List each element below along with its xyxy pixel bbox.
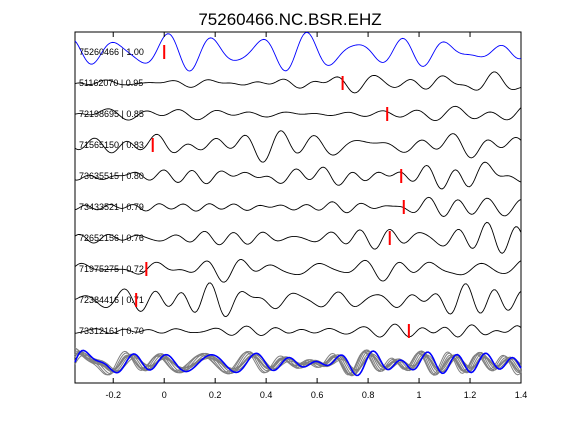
trace-group: 75260466 | 1.00 51162070 | 0.95 72198695 |… (74, 31, 522, 338)
x-tick-label: 0.8 (362, 390, 375, 400)
trace-line-7 (74, 259, 522, 283)
trace-label-9: 73312161 | 0.70 (79, 326, 144, 336)
trace-line-1 (74, 71, 522, 94)
trace-line-4 (74, 161, 522, 190)
stack-panel (74, 347, 522, 377)
trace-line-2 (74, 105, 522, 122)
trace-line-3 (74, 130, 522, 163)
trace-label-4: 73635515 | 0.80 (79, 171, 144, 181)
trace-label-3: 71565150 | 0.83 (79, 140, 144, 150)
trace-label-0: 75260466 | 1.00 (79, 47, 144, 57)
stack-reference-trace (74, 349, 522, 377)
trace-line-9 (74, 323, 522, 338)
x-tick-label: 0.2 (209, 390, 222, 400)
x-tick-label: 1 (417, 390, 422, 400)
stack-trace-9 (74, 347, 522, 376)
x-tick-label: 0 (162, 390, 167, 400)
x-axis: -0.2 0 0.2 0.4 0.6 0.8 1 1.2 1.4 (105, 32, 527, 400)
trace-label-2: 72198695 | 0.85 (79, 109, 144, 119)
x-tick-label: 0.4 (260, 390, 273, 400)
trace-label-1: 51162070 | 0.95 (79, 78, 143, 88)
plot-frame (74, 31, 522, 384)
trace-label-8: 72384416 | 0.71 (79, 295, 144, 305)
x-tick-label: 1.2 (464, 390, 477, 400)
x-tick-label: 0.6 (311, 390, 324, 400)
trace-line-6 (74, 221, 522, 254)
trace-line-5 (74, 196, 522, 217)
chart-title: 75260466.NC.BSR.EHZ (198, 10, 381, 29)
x-tick-label: 1.4 (515, 390, 528, 400)
trace-label-5: 73433521 | 0.79 (79, 202, 144, 212)
trace-label-6: 72652156 | 0.76 (79, 233, 144, 243)
trace-line-0 (74, 31, 522, 72)
stack-trace-6 (74, 349, 522, 376)
trace-line-8 (74, 282, 522, 318)
x-tick-label: -0.2 (105, 390, 121, 400)
trace-label-7: 71975275 | 0.72 (79, 264, 144, 274)
